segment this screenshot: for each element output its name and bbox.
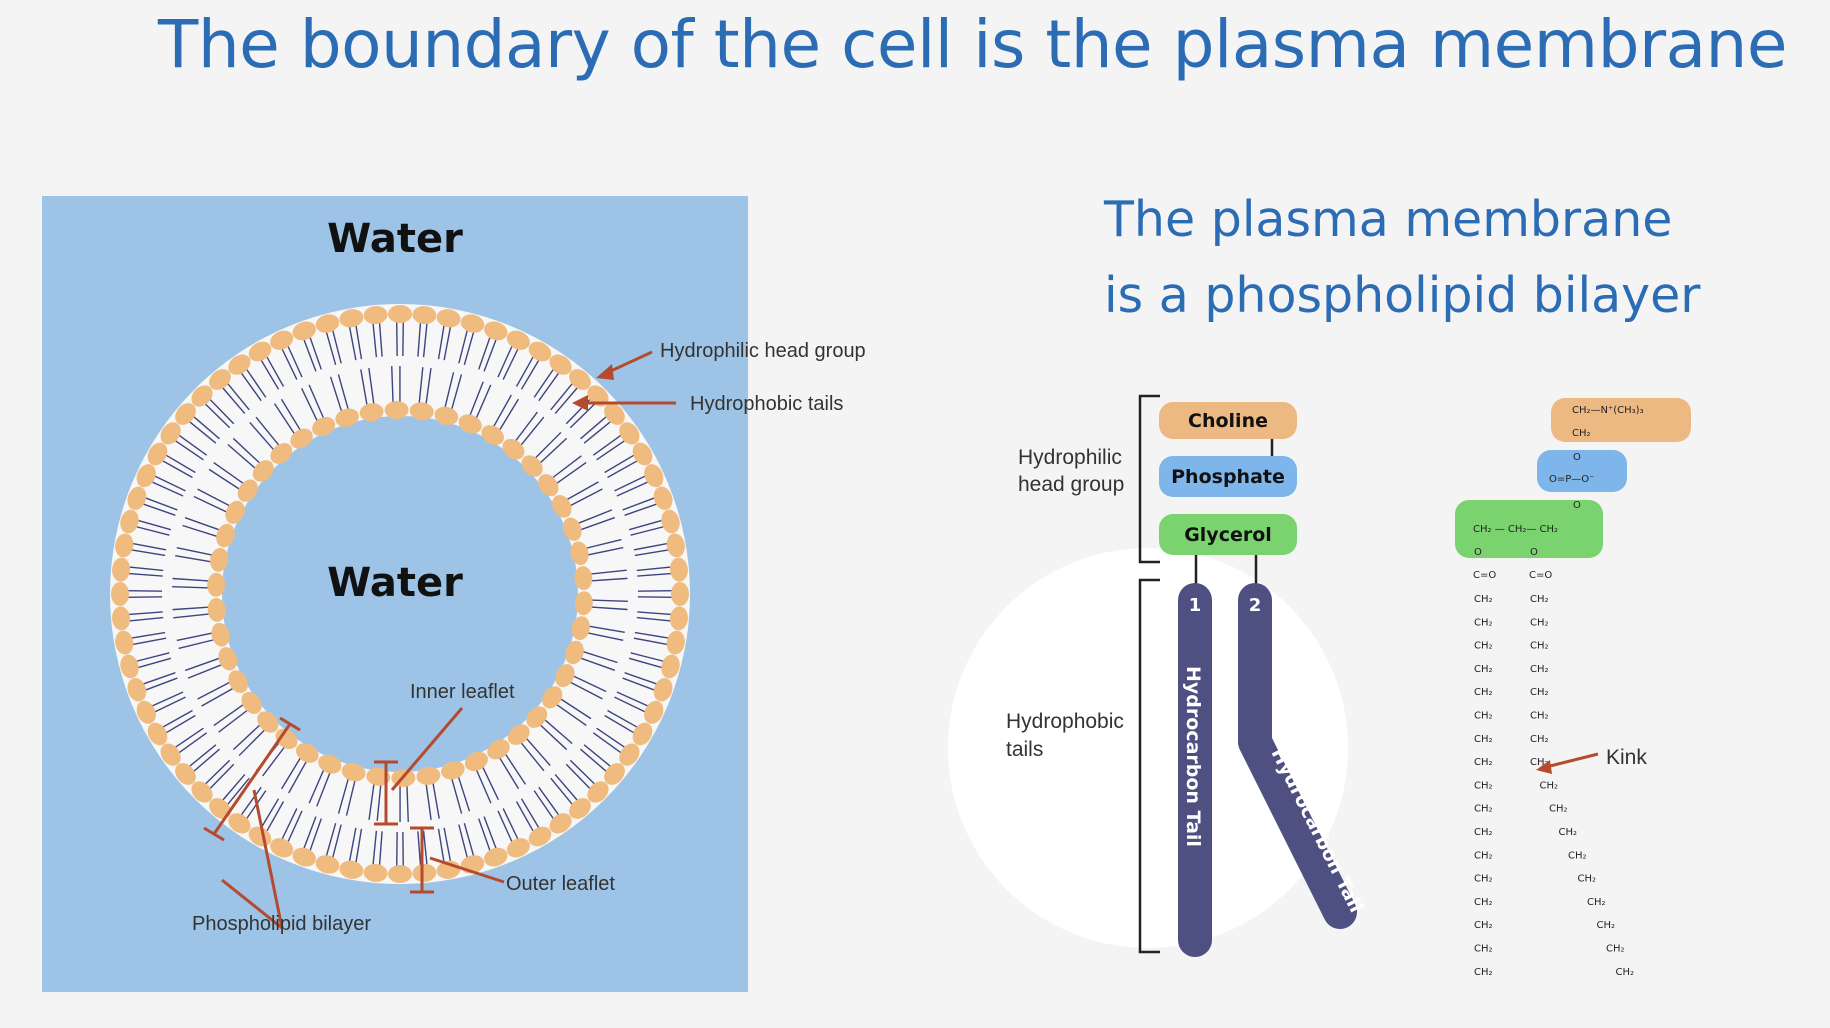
phosphate-formula: O=P—O⁻ bbox=[1549, 474, 1594, 485]
kink-label: Kink bbox=[1606, 746, 1647, 769]
chain-1-ch2: CH₂ bbox=[1474, 711, 1493, 722]
chain-1-ch2: CH₂ bbox=[1474, 617, 1493, 628]
chain-2-ch2: CH₂ bbox=[1530, 641, 1549, 652]
choline-formula: CH₂—N⁺(CH₃)₃ bbox=[1572, 405, 1644, 416]
chain-2-ch2: CH₂ bbox=[1530, 664, 1549, 675]
chain-1-ch2: CH₂ bbox=[1474, 827, 1493, 838]
chain-1-ch2: CH₂ bbox=[1474, 641, 1493, 652]
tail-1-label: Hydrocarbon Tail bbox=[1182, 666, 1204, 847]
chain-2-ch2: CH₂ bbox=[1616, 967, 1635, 978]
tail-1-number: 1 bbox=[1189, 595, 1202, 616]
chain-1-ch2: CH₂ bbox=[1474, 874, 1493, 885]
chain-1-ch2: CH₂ bbox=[1474, 664, 1493, 675]
hydrophilic-side-label-1: Hydrophilic bbox=[1018, 446, 1122, 469]
glycerol-formula: CH₂ — CH₂— CH₂ bbox=[1473, 524, 1558, 535]
chain-1-ch2: CH₂ bbox=[1474, 757, 1493, 768]
chain-2-ch2: CH₂ bbox=[1530, 594, 1549, 605]
chain-2-ch2: CH₂ bbox=[1530, 687, 1549, 698]
chain-1-ch2: CH₂ bbox=[1474, 944, 1493, 955]
chain-2-ch2: CH₂ bbox=[1606, 944, 1625, 955]
hydrophilic-side-label-2: head group bbox=[1018, 473, 1124, 496]
chain-2-ch2: CH₂ bbox=[1587, 897, 1606, 908]
ester-o-2: O bbox=[1530, 547, 1538, 558]
chain-1-ch2: CH₂ bbox=[1474, 967, 1493, 978]
carbonyl-1: C=O bbox=[1473, 570, 1496, 581]
chain-2-ch2: CH₂ bbox=[1549, 804, 1568, 815]
head-bracket bbox=[1140, 396, 1160, 562]
chain-2-ch2: CH₂ bbox=[1530, 734, 1549, 745]
chain-1-ch2: CH₂ bbox=[1474, 897, 1493, 908]
chain-1-ch2: CH₂ bbox=[1474, 594, 1493, 605]
phosphate-o-top: O bbox=[1573, 452, 1581, 463]
glycerol-label: Glycerol bbox=[1184, 524, 1272, 546]
chain-2-ch2: CH₂ bbox=[1540, 780, 1559, 791]
choline-label: Choline bbox=[1188, 410, 1268, 432]
phosphate-o-bottom: O bbox=[1573, 500, 1581, 511]
chain-2-ch2: CH₂ bbox=[1530, 711, 1549, 722]
hydrophobic-side-label-2: tails bbox=[1006, 738, 1043, 761]
ester-o-1: O bbox=[1474, 547, 1482, 558]
chain-2-ch2: CH₂ bbox=[1559, 827, 1578, 838]
phosphate-label: Phosphate bbox=[1171, 466, 1285, 488]
chain-1-ch2: CH₂ bbox=[1474, 850, 1493, 861]
chain-1-ch2: CH₂ bbox=[1474, 780, 1493, 791]
chain-1-ch2: CH₂ bbox=[1474, 734, 1493, 745]
unsaturated-chain: CH₂ CH₂ CH₂ CH₂ CH₂ CH₂ CH₂ CH₂ CH₂ CH₂ CH₂ CH₂ CH₂ C… bbox=[1530, 594, 1634, 978]
saturated-chain: CH₂ CH₂ CH₂ CH₂ CH₂ CH₂ CH₂ CH₂ CH₂ CH₂ CH₂ CH₂ CH₂ C… bbox=[1474, 594, 1493, 978]
phosphate-structure-box bbox=[1537, 450, 1627, 492]
hydrophobic-side-label-1: Hydrophobic bbox=[1006, 710, 1124, 733]
tail-2-number: 2 bbox=[1249, 595, 1262, 616]
carbonyl-2: C=O bbox=[1529, 570, 1552, 581]
chain-2-ch2: CH₂ bbox=[1530, 617, 1549, 628]
chain-1-ch2: CH₂ bbox=[1474, 687, 1493, 698]
choline-ch2: CH₂ bbox=[1572, 428, 1591, 439]
chain-2-ch2: CH₂ bbox=[1568, 850, 1587, 861]
chain-1-ch2: CH₂ bbox=[1474, 920, 1493, 931]
chain-2-ch2: CH₂ bbox=[1597, 920, 1616, 931]
chain-1-ch2: CH₂ bbox=[1474, 804, 1493, 815]
chain-2-ch2: CH₂ bbox=[1578, 874, 1597, 885]
